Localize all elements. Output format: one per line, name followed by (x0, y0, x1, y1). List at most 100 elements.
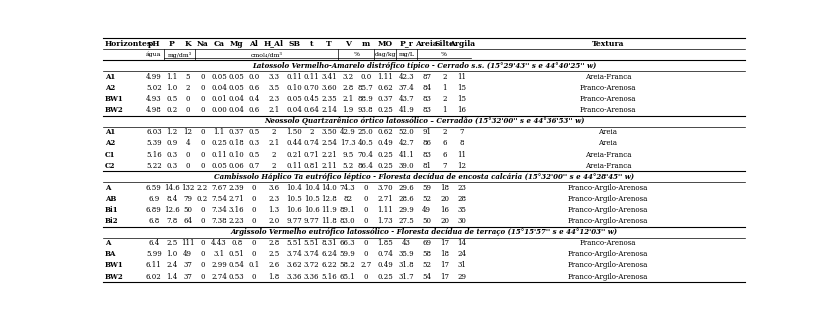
Text: 2.2: 2.2 (197, 184, 208, 192)
Text: 1.0: 1.0 (166, 84, 177, 92)
Text: 0: 0 (185, 151, 189, 158)
Text: 7.34: 7.34 (211, 206, 227, 214)
Text: 2.6: 2.6 (268, 262, 280, 269)
Text: 52.0: 52.0 (398, 128, 414, 136)
Text: 1.1: 1.1 (166, 73, 177, 81)
Text: Silte: Silte (434, 40, 454, 48)
Text: 83: 83 (422, 95, 431, 103)
Text: 2: 2 (442, 73, 447, 81)
Text: Bi1: Bi1 (105, 206, 118, 214)
Text: 89.1: 89.1 (339, 206, 355, 214)
Text: 2: 2 (185, 84, 189, 92)
Text: Horizontes: Horizontes (105, 40, 152, 48)
Text: 0.5: 0.5 (166, 95, 177, 103)
Text: 2: 2 (271, 128, 275, 136)
Text: 54: 54 (422, 273, 431, 281)
Text: 69: 69 (422, 239, 431, 247)
Text: Areia: Areia (598, 128, 617, 136)
Text: 17: 17 (440, 262, 449, 269)
Text: 0: 0 (200, 217, 204, 225)
Text: 2.71: 2.71 (377, 195, 393, 203)
Text: 70.4: 70.4 (357, 151, 373, 158)
Text: 25.0: 25.0 (357, 128, 373, 136)
Text: 2.54: 2.54 (321, 139, 337, 147)
Text: Al: Al (249, 40, 258, 48)
Text: 0.7: 0.7 (248, 162, 259, 170)
Text: 7.8: 7.8 (166, 217, 177, 225)
Text: 0.3: 0.3 (166, 162, 177, 170)
Text: Franco-Arenosa: Franco-Arenosa (579, 95, 635, 103)
Text: 3.70: 3.70 (377, 184, 393, 192)
Text: 6.9: 6.9 (148, 195, 160, 203)
Text: 37.4: 37.4 (398, 84, 414, 92)
Text: 0.05: 0.05 (211, 73, 227, 81)
Text: 58.2: 58.2 (339, 262, 355, 269)
Text: 82: 82 (342, 195, 351, 203)
Text: 42.9: 42.9 (339, 128, 355, 136)
Text: 81: 81 (422, 162, 431, 170)
Text: 1.85: 1.85 (377, 239, 393, 247)
Text: 1.50: 1.50 (286, 128, 302, 136)
Text: 31.8: 31.8 (398, 262, 414, 269)
Text: 0.74: 0.74 (377, 250, 393, 258)
Text: 29.9: 29.9 (398, 206, 414, 214)
Text: Franco-Arenosa: Franco-Arenosa (579, 239, 635, 247)
Text: 4.99: 4.99 (146, 73, 161, 81)
Text: 5.51: 5.51 (304, 239, 319, 247)
Text: 0.54: 0.54 (228, 262, 244, 269)
Text: 2.8: 2.8 (268, 239, 280, 247)
Text: Franco-Argilo-Arenosa: Franco-Argilo-Arenosa (567, 273, 648, 281)
Text: mg/L: mg/L (398, 52, 414, 57)
Text: 5.51: 5.51 (286, 239, 302, 247)
Text: 9.5: 9.5 (342, 151, 353, 158)
Text: 0: 0 (200, 151, 204, 158)
Text: 16: 16 (440, 206, 449, 214)
Text: 41.1: 41.1 (398, 151, 414, 158)
Text: 3.50: 3.50 (321, 128, 337, 136)
Text: 0.5: 0.5 (248, 128, 259, 136)
Text: 11: 11 (457, 151, 466, 158)
Text: 5.02: 5.02 (146, 84, 161, 92)
Text: 4: 4 (185, 139, 189, 147)
Text: 65.1: 65.1 (339, 273, 355, 281)
Text: K: K (184, 40, 191, 48)
Text: 0.04: 0.04 (286, 106, 302, 114)
Text: 59.9: 59.9 (339, 250, 355, 258)
Text: Franco-Arenosa: Franco-Arenosa (579, 84, 635, 92)
Text: 58: 58 (422, 250, 431, 258)
Text: 35: 35 (457, 206, 466, 214)
Text: 0.45: 0.45 (304, 95, 319, 103)
Text: 0: 0 (363, 250, 367, 258)
Text: Areia-Franca: Areia-Franca (584, 162, 630, 170)
Text: P_r: P_r (399, 40, 413, 48)
Text: 28.6: 28.6 (398, 195, 414, 203)
Text: 0: 0 (200, 206, 204, 214)
Text: T: T (326, 40, 332, 48)
Text: 0.05: 0.05 (211, 162, 227, 170)
Text: 86.4: 86.4 (357, 162, 373, 170)
Text: 2.1: 2.1 (342, 95, 353, 103)
Text: 1.73: 1.73 (377, 217, 393, 225)
Text: 2: 2 (271, 162, 275, 170)
Text: 2.7: 2.7 (360, 262, 370, 269)
Text: BW2: BW2 (105, 106, 123, 114)
Text: 52: 52 (422, 262, 431, 269)
Text: 12: 12 (457, 162, 466, 170)
Text: 132: 132 (180, 184, 194, 192)
Text: 85.7: 85.7 (357, 84, 373, 92)
Text: 41.9: 41.9 (398, 106, 414, 114)
Text: 4.98: 4.98 (146, 106, 161, 114)
Text: Areia: Areia (414, 40, 437, 48)
Text: 0: 0 (363, 206, 367, 214)
Text: A1: A1 (105, 128, 115, 136)
Text: 0.25: 0.25 (377, 162, 393, 170)
Text: 0.04: 0.04 (211, 84, 227, 92)
Text: 0.11: 0.11 (286, 162, 302, 170)
Text: 3.41: 3.41 (321, 73, 337, 81)
Text: 6.59: 6.59 (146, 184, 161, 192)
Text: 49: 49 (422, 206, 431, 214)
Text: 0: 0 (363, 217, 367, 225)
Text: C2: C2 (105, 162, 115, 170)
Text: 9.77: 9.77 (286, 217, 302, 225)
Text: 5.16: 5.16 (321, 273, 337, 281)
